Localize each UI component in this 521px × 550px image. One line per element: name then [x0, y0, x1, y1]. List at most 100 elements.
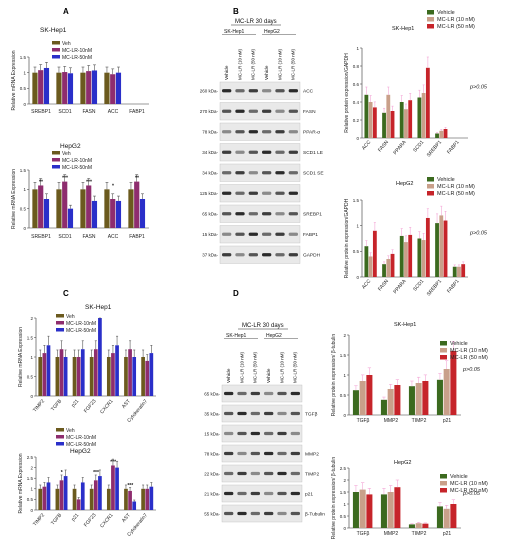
- blot-protein-label: FABP1: [303, 232, 318, 238]
- blot-lane-label: Vehicle: [224, 65, 229, 80]
- blot-band: [222, 232, 232, 236]
- legend-label: MC-LR (10 nM): [437, 17, 475, 23]
- bar: [386, 259, 391, 277]
- bar: [38, 70, 44, 104]
- western-blot-b: MC-LR 30 days SK-Hep1 HepG2 Vehicle MC-LR (1…: [200, 19, 324, 264]
- significance-label: ***: [110, 459, 116, 465]
- blot-band: [275, 232, 285, 236]
- blot-band: [248, 212, 258, 216]
- blot-protein-label: PPAR-α: [303, 130, 320, 136]
- blot-protein-label: SCD1 SE: [303, 171, 324, 177]
- bar: [86, 71, 92, 104]
- x-tick-label: TGFB: [50, 398, 64, 413]
- y-tick-label: 1.5: [20, 168, 27, 173]
- blot-band: [262, 130, 272, 134]
- blot-band: [264, 391, 274, 396]
- bar: [408, 524, 415, 528]
- y-tick-label: 0.5: [20, 86, 27, 91]
- blot-band: [288, 171, 298, 175]
- bar: [132, 357, 137, 396]
- x-tick-label: SCD1: [412, 278, 425, 292]
- legend-swatch: [56, 321, 64, 325]
- chart-title: HepG2: [70, 448, 91, 455]
- blot-band: [224, 491, 234, 496]
- blot-protein-label: TGFβ: [305, 411, 318, 417]
- blot-strip: [219, 245, 301, 264]
- bar: [62, 72, 68, 104]
- bar: [404, 242, 408, 277]
- bar: [80, 349, 85, 396]
- blot-band: [224, 471, 234, 476]
- x-tick-label: CXCR1: [99, 512, 115, 529]
- blot-kda-label: 78 kDa-: [204, 451, 220, 456]
- blot-band: [290, 391, 300, 396]
- x-tick-label: FGF23: [83, 512, 98, 528]
- bar: [115, 72, 122, 104]
- bar: [417, 238, 422, 277]
- legend-swatch: [440, 488, 447, 493]
- bar: [62, 181, 68, 228]
- blot-band: [262, 109, 272, 113]
- bar: [394, 487, 401, 528]
- blot-band: [277, 411, 287, 416]
- legend-label: Veh: [66, 314, 75, 320]
- legend-label: Veh: [66, 428, 75, 434]
- bar: [408, 386, 415, 415]
- bar: [364, 94, 369, 138]
- bar: [110, 74, 116, 104]
- blot-band: [224, 411, 234, 416]
- y-tick-label: 1.5: [27, 476, 34, 481]
- blot-kda-label: 55 kDa-: [204, 511, 220, 516]
- bar: [93, 480, 98, 510]
- significance-label: **: [39, 179, 43, 185]
- x-tick-label: TIMP2: [32, 398, 46, 413]
- bar: [128, 490, 132, 510]
- blot-band: [237, 471, 247, 476]
- bar: [435, 133, 439, 138]
- blot-strip: [219, 204, 301, 223]
- legend-label: MC-LR (10 nM): [437, 184, 475, 190]
- x-tick-label: SREBP1: [31, 109, 51, 115]
- bar: [366, 375, 373, 415]
- blot-band: [275, 253, 285, 257]
- blot-strip: [221, 444, 303, 463]
- blot-protein-label: SCD1 LE: [303, 150, 323, 156]
- blot-band: [237, 391, 247, 396]
- bar: [115, 345, 119, 396]
- legend-swatch: [56, 328, 64, 332]
- blot-strip: [221, 464, 303, 483]
- y-tick-label: 1: [30, 487, 33, 492]
- blot-band: [222, 171, 232, 175]
- bar: [134, 181, 140, 228]
- blot-band: [275, 150, 285, 154]
- y-tick-label: 1.5: [27, 335, 34, 340]
- p-value-note: p>0.05: [469, 231, 488, 237]
- legend-label: MC-LR (50 nM): [450, 355, 488, 361]
- bar: [408, 100, 413, 138]
- bar: [394, 385, 401, 415]
- blot-protein-label: FASN: [303, 109, 316, 115]
- blot-kda-label: 37 kDa-: [202, 253, 218, 258]
- blot-strip: [221, 404, 303, 423]
- blot-band: [222, 150, 232, 154]
- bar: [42, 353, 47, 396]
- significance-label: ***: [93, 470, 99, 476]
- y-tick-label: 1.5: [353, 198, 360, 203]
- x-tick-label: p21: [443, 531, 452, 537]
- x-tick-label: ACC: [108, 234, 119, 240]
- chart-d-skhep1: 0 0.5 1 1.5 2 Relative protein expression/ β-…: [331, 322, 488, 424]
- blot-lane-label: MC-LR (10 nM): [279, 351, 284, 383]
- chart-title: SK-Hep1: [40, 27, 67, 34]
- bar: [352, 492, 359, 528]
- blot-kda-label: 35 kDa-: [204, 411, 220, 416]
- y-tick-label: 2: [30, 316, 33, 321]
- blot-kda-label: 34 kDa-: [202, 150, 218, 155]
- bar: [141, 488, 145, 510]
- legend-label: MC-LR (50 nM): [437, 24, 475, 30]
- chart-title: SK-Hep1: [85, 304, 112, 311]
- x-tick-label: SCD1: [412, 139, 425, 153]
- blot-kda-label: 34 kDa-: [202, 171, 218, 176]
- legend-swatch: [52, 55, 60, 59]
- legend-swatch: [427, 191, 434, 196]
